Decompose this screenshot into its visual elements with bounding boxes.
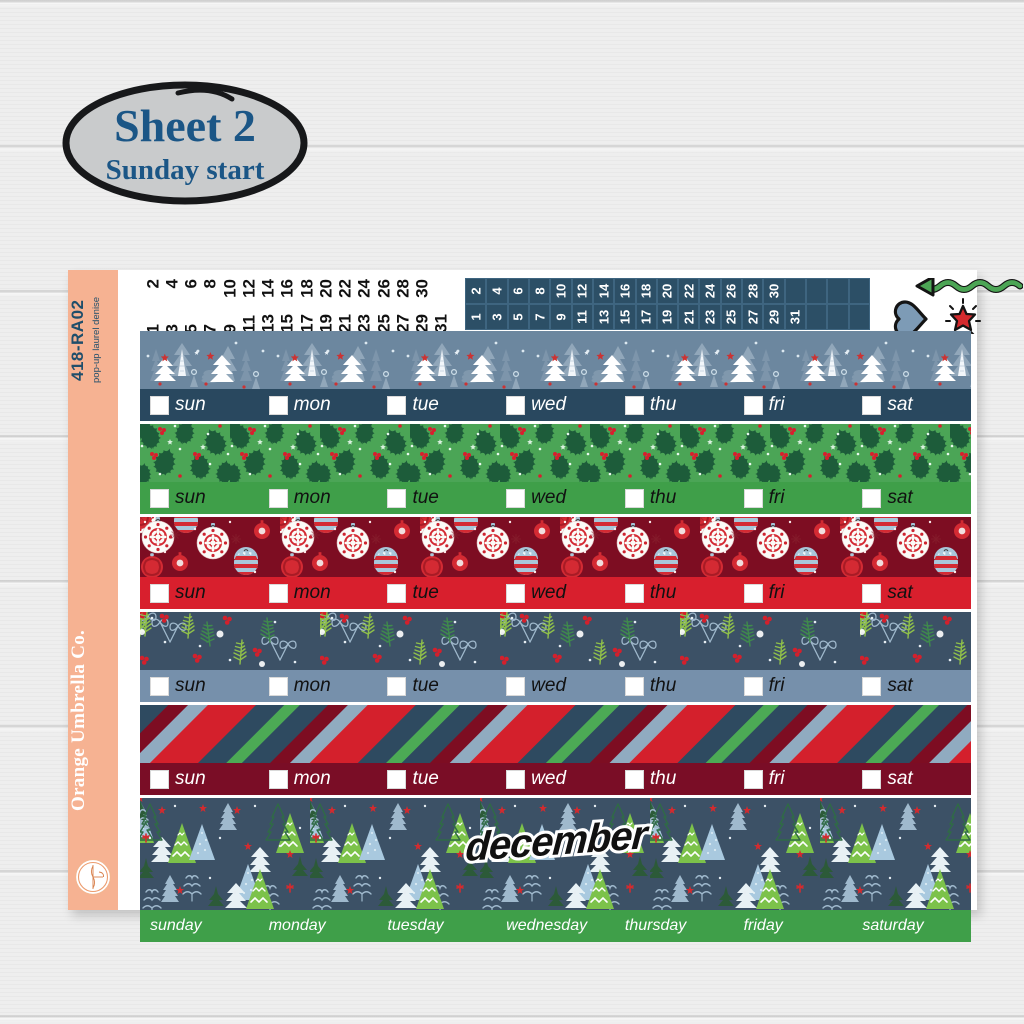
svg-text:Sunday start: Sunday start <box>106 154 265 186</box>
svg-text:Sheet 2: Sheet 2 <box>114 100 256 151</box>
